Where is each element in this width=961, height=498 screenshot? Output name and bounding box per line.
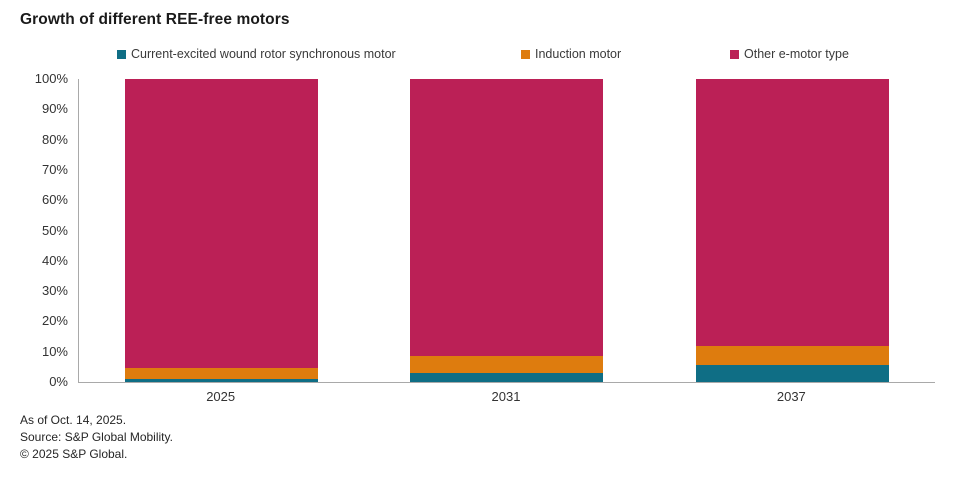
bar-segment (695, 365, 889, 382)
legend-label: Current-excited wound rotor synchronous … (131, 47, 396, 61)
y-axis-tick-label: 30% (41, 283, 68, 299)
bar-segment (410, 79, 604, 357)
bar-segment (410, 356, 604, 373)
y-axis-tick-label: 70% (41, 161, 68, 177)
legend-item: Current-excited wound rotor synchronous … (117, 46, 396, 62)
x-axis-label: 2031 (491, 389, 521, 404)
plot-area (78, 79, 935, 383)
stacked-bar-2031 (410, 79, 604, 382)
x-axis-label: 2025 (206, 389, 236, 404)
y-axis-tick-label: 90% (41, 101, 68, 117)
x-axis-label: 2037 (776, 389, 806, 404)
bar-segment (695, 79, 889, 346)
category-band (79, 79, 364, 382)
y-axis-tick-label: 20% (41, 313, 68, 329)
y-axis-tick-label: 60% (41, 192, 68, 208)
y-axis-tick-label: 0% (49, 374, 68, 389)
footnotes: As of Oct. 14, 2025. Source: S&P Global … (20, 412, 173, 463)
footnote-source: Source: S&P Global Mobility. (20, 430, 173, 444)
category-band (364, 79, 649, 382)
legend-item: Induction motor (521, 46, 621, 62)
bar-segment (125, 378, 319, 382)
y-axis-tick-label: 40% (41, 252, 68, 268)
legend-swatch-icon (730, 49, 739, 59)
legend-item: Other e-motor type (730, 46, 849, 62)
y-axis-tick-label: 50% (41, 222, 68, 238)
legend-swatch-icon (521, 49, 530, 59)
bar-segment (125, 368, 319, 379)
legend-label: Other e-motor type (744, 47, 849, 61)
x-axis-labels: 2025 2031 2037 (78, 389, 934, 404)
legend-swatch-icon (117, 49, 126, 59)
stacked-bar-2025 (125, 79, 319, 382)
legend-label: Induction motor (535, 47, 622, 61)
y-axis: 100% 90% 80% 70% 60% 50% 40% 30% 20% 10% 0% (0, 71, 68, 389)
footnote-copyright: © 2025 S&P Global. (20, 447, 128, 461)
y-axis-tick-label: 100% (34, 71, 68, 86)
bar-segment (410, 372, 604, 382)
chart-title: Growth of different REE-free motors (20, 11, 290, 28)
bar-segment (125, 79, 319, 369)
y-axis-tick-label: 10% (41, 343, 68, 359)
footnote-as-of: As of Oct. 14, 2025. (20, 413, 127, 427)
stacked-bar-2037 (695, 79, 889, 382)
y-axis-tick-label: 80% (41, 131, 68, 147)
bar-segment (695, 345, 889, 366)
category-band (650, 79, 935, 382)
